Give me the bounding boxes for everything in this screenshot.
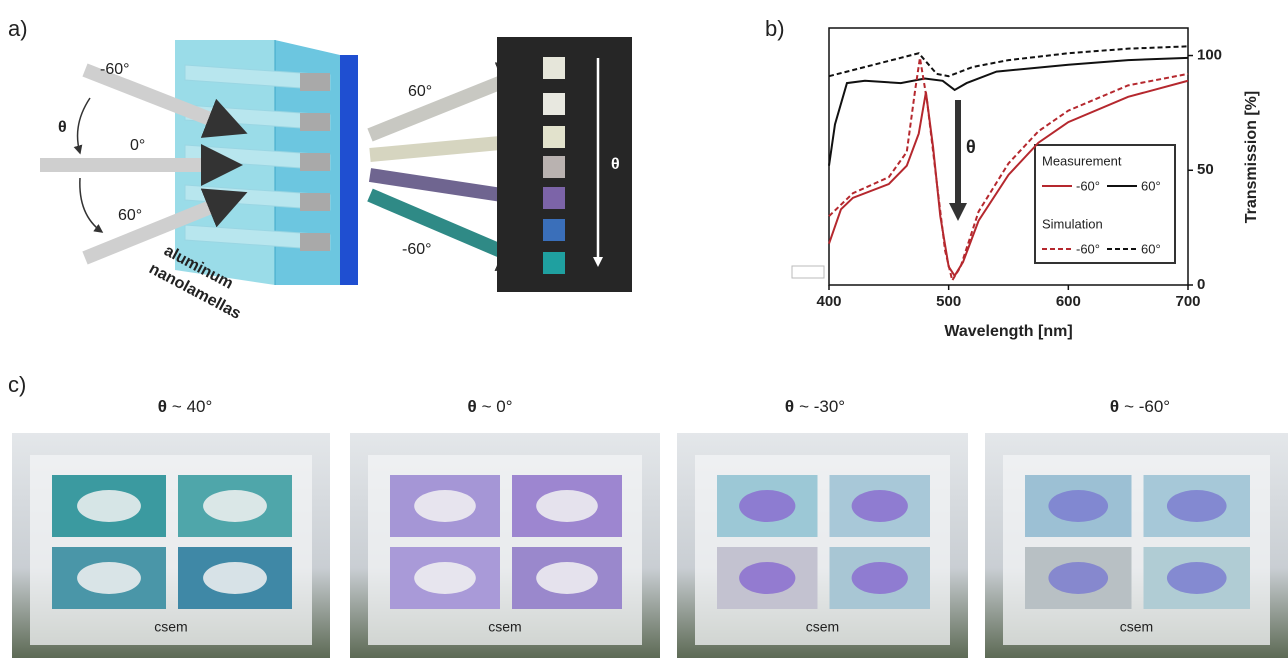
tile-figure xyxy=(1167,490,1227,522)
logo: csem xyxy=(154,619,187,635)
caption-angle: ~ 40° xyxy=(172,397,212,416)
panel-label: b) xyxy=(765,16,785,41)
legend-label: -60° xyxy=(1076,178,1100,193)
caption-symbol: θ xyxy=(1110,397,1119,416)
annotation: θ xyxy=(966,137,976,157)
placeholder-box xyxy=(792,266,824,278)
angle-label: 0° xyxy=(130,137,145,154)
caption: θ ~ -30° xyxy=(785,397,845,416)
caption-angle: ~ -30° xyxy=(799,397,845,416)
caption-symbol: θ xyxy=(467,397,476,416)
tile-figure xyxy=(203,562,267,594)
tile-figure xyxy=(739,490,795,522)
legend-label: 60° xyxy=(1141,178,1161,193)
tile-figure xyxy=(1048,490,1108,522)
legend-label: -60° xyxy=(1076,241,1100,256)
photos: θ ~ 40° csem θ ~ 0° csem θ ~ -30° csem θ ~ -60° cse… xyxy=(12,397,1288,658)
angle-label: 60° xyxy=(118,207,142,224)
x-tick-label: 400 xyxy=(816,293,841,310)
figure: a) b) c) -60° 0° 60° θ xyxy=(0,0,1288,658)
caption: θ ~ 40° xyxy=(158,397,213,416)
y-tick-label: 50 xyxy=(1197,161,1214,178)
caption-symbol: θ xyxy=(158,397,167,416)
logo: csem xyxy=(806,619,839,635)
tile-figure xyxy=(1048,562,1108,594)
tile-figure xyxy=(739,562,795,594)
panel-label: c) xyxy=(8,372,26,397)
tile-figure xyxy=(414,490,476,522)
caption: θ ~ -60° xyxy=(1110,397,1170,416)
tile-figure xyxy=(77,562,141,594)
logo: csem xyxy=(1120,619,1153,635)
panel-label: a) xyxy=(8,16,28,41)
y-tick-label: 0 xyxy=(1197,276,1205,293)
tile-figure xyxy=(77,490,141,522)
series-line xyxy=(829,46,1188,76)
x-tick-label: 600 xyxy=(1056,293,1081,310)
logo: csem xyxy=(488,619,521,635)
tile-figure xyxy=(203,490,267,522)
tile-figure xyxy=(414,562,476,594)
angle-label: 60° xyxy=(408,83,432,100)
caption: θ ~ 0° xyxy=(467,397,512,416)
theta-label: θ xyxy=(611,156,620,173)
x-tick-label: 500 xyxy=(936,293,961,310)
x-axis-label: Wavelength [nm] xyxy=(944,323,1072,340)
legend-title: Measurement xyxy=(1042,153,1122,168)
x-tick-label: 700 xyxy=(1175,293,1200,310)
legend-label: 60° xyxy=(1141,241,1161,256)
legend-title: Simulation xyxy=(1042,216,1103,231)
angle-label: -60° xyxy=(402,241,432,258)
tile-figure xyxy=(536,562,598,594)
tile-figure xyxy=(1167,562,1227,594)
caption-symbol: θ xyxy=(785,397,794,416)
y-tick-label: 100 xyxy=(1197,47,1222,64)
caption-angle: ~ 0° xyxy=(482,397,513,416)
tile-figure xyxy=(536,490,598,522)
angle-label: -60° xyxy=(100,61,130,78)
y-axis-label: Transmission [%] xyxy=(1243,91,1260,223)
theta-label: θ xyxy=(58,119,67,136)
caption-angle: ~ -60° xyxy=(1124,397,1170,416)
tile-figure xyxy=(852,490,908,522)
tile-figure xyxy=(852,562,908,594)
